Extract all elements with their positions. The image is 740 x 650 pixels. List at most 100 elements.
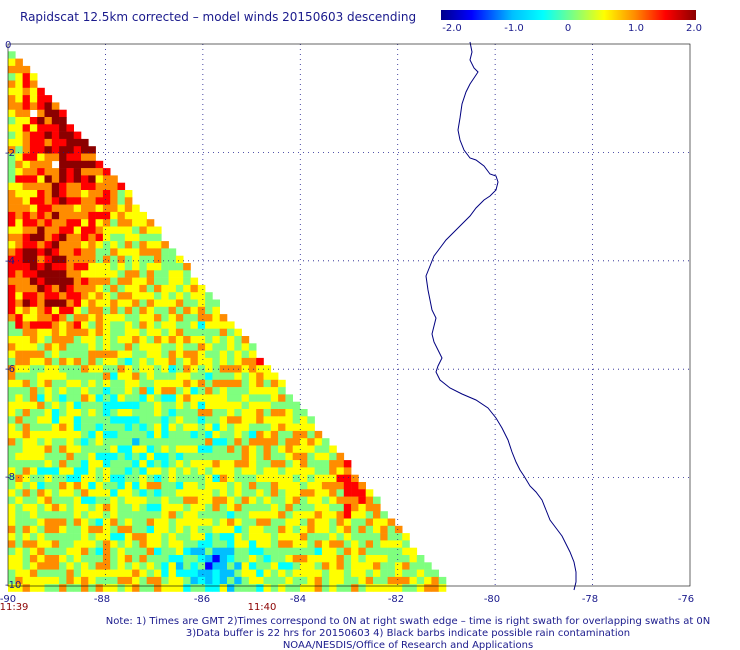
swath-cell (73, 365, 82, 373)
swath-cell (37, 255, 45, 264)
swath-cell (37, 569, 45, 578)
swath-cell (321, 474, 330, 483)
swath-cell (227, 511, 235, 519)
swath-cell (37, 146, 45, 154)
swath-cell (241, 387, 250, 395)
swath-cell (168, 474, 177, 483)
swath-cell (227, 503, 235, 512)
swath-cell (132, 204, 140, 213)
swath-cell (343, 525, 352, 534)
swath-cell (73, 576, 82, 585)
swath-cell (117, 306, 126, 315)
swath-cell (66, 430, 74, 439)
swath-cell (59, 292, 67, 300)
swath-cell (175, 394, 184, 402)
swath-cell (132, 409, 140, 417)
swath-cell (358, 496, 366, 505)
swath-cell (22, 533, 31, 541)
swath-cell (81, 438, 89, 446)
swath-cell (110, 270, 118, 278)
swath-cell (278, 467, 286, 475)
swath-cell (81, 547, 89, 556)
swath-cell (29, 445, 38, 454)
swath-cell (132, 423, 140, 432)
swath-cell (154, 467, 162, 475)
swath-cell (59, 482, 67, 490)
swath-cell (175, 489, 184, 497)
swath-cell (81, 299, 89, 308)
swath-cell (154, 299, 162, 308)
swath-cell (190, 299, 199, 308)
swath-cell (22, 496, 31, 505)
swath-cell (59, 511, 67, 519)
swath-cell (95, 365, 104, 373)
swath-cell (29, 321, 38, 329)
swath-cell (8, 168, 16, 176)
swath-cell (219, 489, 228, 497)
swath-cell (270, 547, 279, 556)
swath-cell (241, 474, 250, 483)
swath-cells (8, 51, 447, 592)
swath-cell (81, 569, 89, 578)
swath-cell (102, 233, 111, 242)
swath-cell (95, 547, 104, 556)
swath-cell (146, 452, 155, 461)
swath-cell (197, 533, 206, 541)
swath-cell (132, 314, 140, 322)
swath-cell (95, 460, 104, 468)
swath-cell (22, 576, 31, 585)
swath-cell (73, 306, 82, 315)
swath-cell (329, 511, 337, 519)
swath-cell (380, 547, 388, 556)
swath-cell (256, 357, 264, 366)
swath-cell (351, 562, 359, 570)
swath-cell (219, 584, 228, 592)
swath-cell (248, 394, 257, 402)
swath-cell (285, 533, 293, 541)
swath-cell (161, 511, 169, 519)
swath-cell (139, 452, 147, 461)
swath-cell (161, 241, 169, 249)
swath-cell (15, 117, 23, 125)
swath-cell (234, 503, 242, 512)
swath-cell (51, 584, 60, 592)
swath-cell (154, 306, 162, 315)
swath-cell (321, 569, 330, 578)
colorbar-tick-label: -2.0 (442, 23, 462, 34)
swath-cell (117, 489, 126, 497)
swath-cell (409, 584, 418, 592)
swath-cell (37, 270, 45, 278)
swath-cell (168, 314, 177, 322)
swath-cell (373, 518, 381, 527)
swath-cell (146, 496, 155, 505)
swath-cell (292, 496, 301, 505)
swath-cell (132, 474, 140, 483)
swath-cell (88, 248, 96, 256)
swath-cell (73, 387, 82, 395)
swath-cell (117, 452, 126, 461)
swath-cell (44, 95, 53, 103)
swath-cell (66, 211, 74, 220)
swath-cell (321, 533, 330, 541)
swath-cell (278, 438, 286, 446)
swath-cell (22, 204, 31, 213)
swath-cell (154, 460, 162, 468)
swath-cell (8, 299, 16, 308)
swath-cell (59, 270, 67, 278)
swath-cell (8, 394, 16, 402)
swath-cell (212, 387, 220, 395)
swath-cell (15, 138, 23, 147)
swath-cell (29, 226, 38, 235)
swath-cell (132, 584, 140, 592)
swath-cell (95, 379, 104, 388)
swath-cell (336, 569, 345, 578)
swath-cell (102, 503, 111, 512)
swath-cell (95, 416, 104, 424)
swath-cell (95, 168, 104, 176)
swath-cell (59, 584, 67, 592)
swath-cell (66, 547, 74, 556)
swath-cell (110, 482, 118, 490)
swath-cell (278, 474, 286, 483)
swath-cell (365, 503, 374, 512)
swath-cell (102, 584, 111, 592)
